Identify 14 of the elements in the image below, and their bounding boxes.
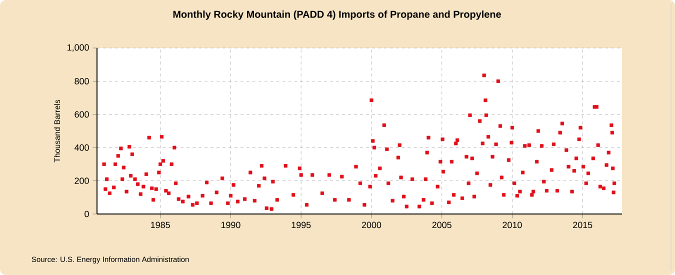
x-tick-label: 1990 <box>221 222 240 228</box>
y-tick-label: 400 <box>74 144 89 151</box>
y-tick-label: 1,000 <box>67 44 89 52</box>
chart-title: Monthly Rocky Mountain (PADD 4) Imports of Propane and Propylene <box>173 10 501 20</box>
y-tick-label: 600 <box>74 111 89 118</box>
x-tick-label: 1995 <box>292 222 311 228</box>
x-tick-label: 2010 <box>502 222 522 228</box>
x-tick-label: 2005 <box>432 222 452 228</box>
y-tick-label: 800 <box>74 78 89 84</box>
x-tick-label: 1985 <box>151 222 170 228</box>
x-tick-label: 2015 <box>573 222 592 228</box>
x-tick-label: 2000 <box>362 222 382 228</box>
y-tick-label: 200 <box>74 178 89 184</box>
y-tick-label: 0 <box>84 210 89 218</box>
